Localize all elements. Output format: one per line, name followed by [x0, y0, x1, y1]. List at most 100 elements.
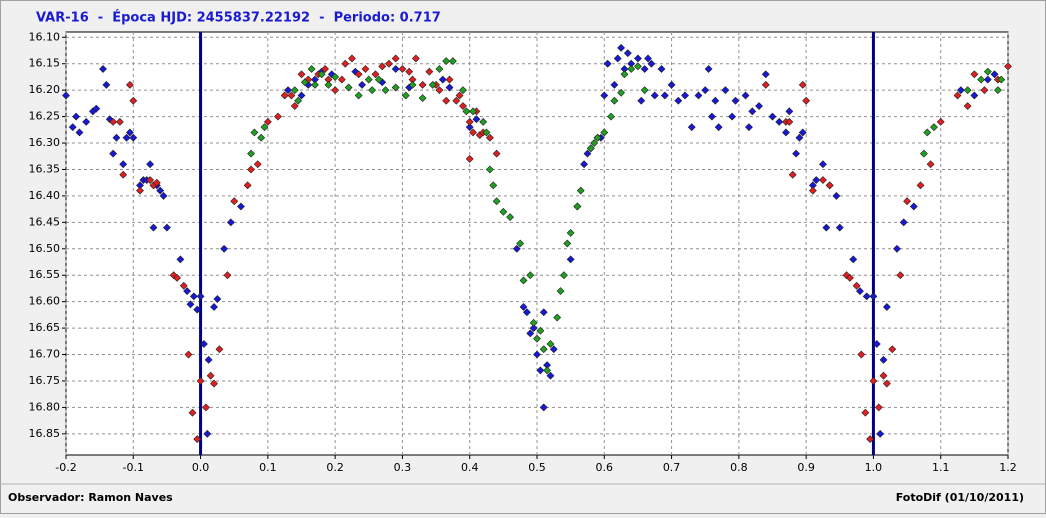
data-point — [888, 345, 897, 354]
data-point — [237, 202, 245, 211]
data-point — [125, 80, 134, 89]
data-point — [617, 43, 626, 52]
data-point — [637, 96, 646, 105]
data-point — [455, 91, 464, 100]
data-point — [610, 96, 619, 105]
data-point — [879, 355, 888, 364]
data-point — [149, 223, 158, 232]
data-point — [146, 176, 155, 184]
y-tick-label: 16.20 — [29, 83, 61, 96]
data-point — [479, 117, 488, 126]
data-point — [72, 112, 81, 121]
data-point — [857, 350, 866, 359]
y-tick-label: 16.50 — [29, 242, 61, 255]
data-point — [970, 70, 979, 79]
data-point — [253, 160, 262, 169]
data-point — [819, 176, 827, 184]
data-point — [418, 80, 427, 89]
data-point — [956, 86, 965, 95]
data-point — [916, 181, 925, 190]
data-point — [849, 255, 858, 264]
data-point — [184, 350, 193, 359]
data-point — [247, 165, 255, 174]
data-point — [701, 86, 710, 95]
data-point — [714, 123, 723, 132]
data-point — [963, 102, 972, 110]
data-point — [196, 377, 205, 385]
x-tick-label: -0.1 — [123, 461, 144, 474]
x-tick-label: 0.1 — [259, 461, 277, 474]
data-point — [586, 144, 595, 153]
y-tick-label: 16.10 — [29, 30, 61, 43]
data-point — [566, 255, 575, 264]
data-point — [882, 379, 891, 388]
data-point — [215, 345, 224, 354]
data-point — [506, 213, 515, 221]
data-point — [819, 160, 827, 169]
x-tick-label: 1.0 — [865, 461, 883, 474]
data-point — [411, 54, 420, 63]
data-point — [983, 67, 992, 76]
data-point — [600, 128, 609, 137]
data-point — [782, 128, 790, 137]
data-point — [761, 80, 770, 89]
data-point — [274, 112, 282, 121]
chart-title: VAR-16 - Época HJD: 2455837.22192 - Peri… — [36, 10, 441, 26]
data-point — [119, 160, 128, 169]
data-point — [354, 70, 363, 79]
data-point — [516, 239, 525, 248]
data-point — [869, 377, 878, 385]
data-point — [785, 117, 794, 126]
data-point — [526, 329, 535, 338]
data-point — [980, 86, 989, 95]
data-point — [200, 340, 208, 348]
data-point — [879, 371, 888, 380]
data-point — [442, 57, 451, 66]
data-point — [543, 366, 552, 375]
data-point — [226, 218, 235, 227]
data-point — [485, 165, 494, 174]
data-point — [75, 128, 84, 137]
data-point — [674, 96, 683, 105]
data-point — [459, 102, 467, 110]
data-point — [533, 350, 541, 359]
data-point — [644, 54, 652, 63]
x-tick-label: 0.9 — [797, 461, 815, 474]
data-point — [529, 318, 538, 327]
data-point — [210, 303, 218, 311]
data-point — [68, 123, 77, 132]
data-point — [687, 123, 696, 132]
data-point — [990, 70, 999, 79]
data-point — [512, 244, 521, 253]
data-point — [977, 75, 986, 84]
data-point — [129, 133, 138, 142]
y-tick-label: 16.45 — [29, 215, 61, 228]
data-point — [300, 78, 309, 87]
data-point — [936, 117, 945, 126]
data-point — [721, 86, 730, 95]
x-tick-label: 0.6 — [596, 461, 614, 474]
data-point — [893, 244, 901, 253]
data-point — [539, 308, 548, 317]
data-point — [223, 271, 232, 280]
data-point — [647, 59, 656, 68]
data-point — [398, 65, 407, 73]
data-point — [331, 73, 340, 81]
data-point — [445, 83, 454, 92]
data-point — [469, 128, 478, 137]
data-point — [539, 345, 548, 354]
data-point — [556, 287, 565, 296]
data-point — [519, 303, 528, 311]
data-point — [741, 91, 750, 100]
data-point — [156, 186, 165, 195]
data-point — [650, 91, 659, 100]
data-point — [600, 91, 609, 100]
data-point — [260, 123, 269, 132]
y-tick-label: 16.65 — [29, 321, 61, 334]
data-point — [462, 107, 471, 116]
data-point — [499, 207, 508, 216]
data-point — [882, 303, 891, 311]
data-point — [909, 202, 918, 211]
data-point — [374, 75, 383, 84]
